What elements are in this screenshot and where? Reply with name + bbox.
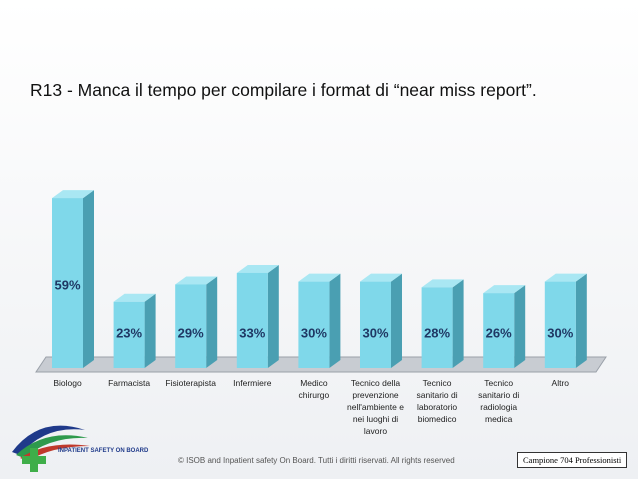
bar-side <box>391 273 402 368</box>
copyright: © ISOB and Inpatient safety On Board. Tu… <box>178 456 455 465</box>
bar <box>52 198 83 368</box>
bar-top <box>298 273 341 282</box>
x-tick-label: Tecnico sanitario di radiologia medica <box>478 378 520 424</box>
bar <box>483 293 515 368</box>
bar-side <box>329 273 341 368</box>
bar-top <box>52 190 94 199</box>
bar-top <box>483 285 526 294</box>
bar-top <box>421 279 464 288</box>
data-label: 28% <box>424 325 450 340</box>
x-tick-label: Tecnico sanitario di laboratorio biomedi… <box>416 378 458 424</box>
sample-note: Campione 704 Professionisti <box>517 452 628 468</box>
x-tick-label: Infermiere <box>233 378 272 388</box>
bar-top <box>544 273 587 282</box>
data-label: 30% <box>547 325 573 340</box>
logo-text: INPATIENT SAFETY ON BOARD <box>58 448 149 454</box>
bar-top <box>236 264 279 273</box>
x-tick-label: Tecnico della prevenzione nell'ambiente … <box>347 378 404 436</box>
data-label: 23% <box>116 325 142 340</box>
bar <box>298 281 330 368</box>
bar-side <box>206 276 218 368</box>
x-tick-label: Biologo <box>53 378 82 388</box>
data-label: 59% <box>54 278 80 293</box>
bar-side <box>144 293 156 368</box>
bar-side <box>83 190 94 368</box>
x-tick-label: Altro <box>551 378 570 388</box>
data-label: 26% <box>486 325 512 340</box>
bar <box>544 281 576 368</box>
bar-top <box>113 293 156 302</box>
x-tick-label: Fisioterapista <box>165 378 216 388</box>
bar-side <box>267 264 279 368</box>
bar-top <box>175 276 218 285</box>
bar-side <box>575 273 587 368</box>
data-label: 33% <box>239 325 265 340</box>
bar <box>360 281 391 368</box>
x-tick-label: Medico chirurgo <box>298 378 330 400</box>
chart-title: R13 - Manca il tempo per compilare i for… <box>30 80 537 100</box>
bar <box>175 284 207 368</box>
bar-top <box>360 273 402 282</box>
bar <box>421 287 453 368</box>
bar-side <box>514 285 526 368</box>
bar <box>236 272 268 368</box>
data-label: 29% <box>178 325 204 340</box>
data-label: 30% <box>301 325 327 340</box>
bar <box>113 301 145 368</box>
x-tick-label: Farmacista <box>108 378 151 388</box>
logo-icon <box>12 425 90 472</box>
data-label: 30% <box>362 325 388 340</box>
bar-side <box>452 279 464 368</box>
